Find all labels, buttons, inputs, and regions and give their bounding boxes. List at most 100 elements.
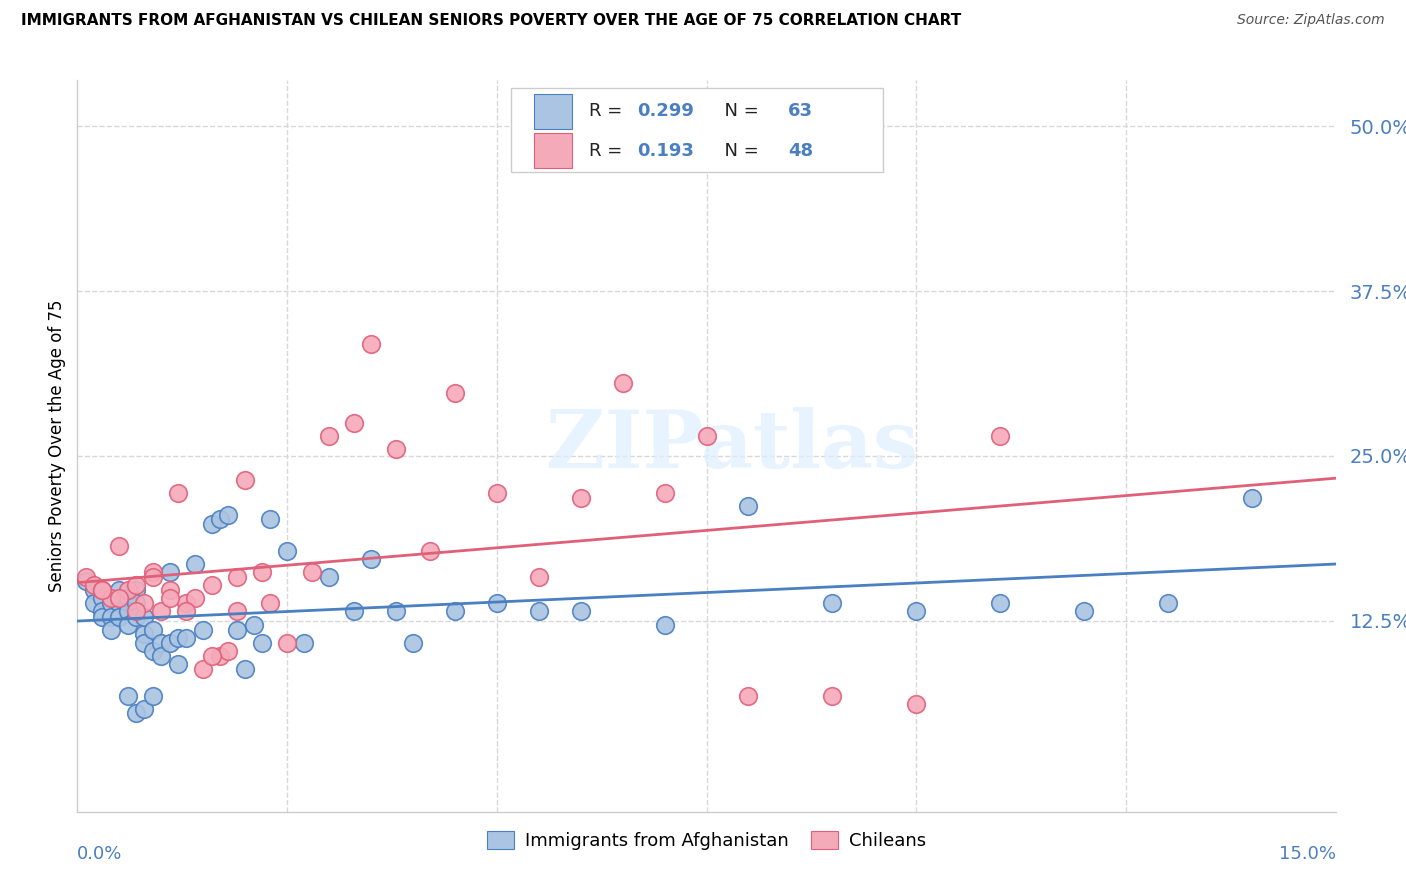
Point — [150, 649, 173, 664]
Point — [134, 627, 156, 641]
Text: 0.299: 0.299 — [637, 103, 695, 120]
Point — [125, 706, 148, 720]
Point — [191, 662, 215, 676]
Point — [654, 617, 676, 632]
Point — [176, 631, 198, 645]
Point — [117, 689, 139, 703]
Point — [821, 689, 844, 703]
Point — [117, 604, 139, 618]
Point — [569, 604, 592, 618]
Point — [696, 429, 718, 443]
Point — [385, 442, 408, 457]
Point — [191, 623, 215, 637]
Point — [292, 636, 315, 650]
FancyBboxPatch shape — [512, 87, 883, 171]
Point — [167, 485, 190, 500]
Point — [905, 604, 928, 618]
Point — [159, 565, 181, 579]
Point — [108, 539, 131, 553]
Point — [276, 636, 298, 650]
Point — [108, 597, 131, 611]
Point — [134, 702, 156, 716]
Point — [100, 597, 122, 611]
Point — [134, 609, 156, 624]
FancyBboxPatch shape — [534, 133, 572, 169]
Text: 48: 48 — [789, 142, 814, 160]
Point — [125, 578, 148, 592]
Point — [91, 591, 114, 606]
Point — [100, 623, 122, 637]
Point — [200, 649, 222, 664]
Point — [360, 336, 382, 351]
Point — [108, 583, 131, 598]
Point — [108, 591, 131, 606]
Point — [419, 543, 441, 558]
Point — [159, 591, 181, 606]
Point — [117, 583, 139, 598]
Point — [527, 604, 550, 618]
Point — [142, 644, 165, 658]
Point — [208, 649, 231, 664]
Point — [142, 565, 165, 579]
Point — [125, 597, 148, 611]
Point — [83, 597, 105, 611]
Text: ZIPatlas: ZIPatlas — [546, 407, 918, 485]
Point — [250, 565, 273, 579]
Point — [200, 578, 222, 592]
Point — [444, 604, 467, 618]
Point — [318, 570, 340, 584]
Point — [1240, 491, 1263, 505]
Point — [83, 578, 105, 592]
Point — [100, 591, 122, 606]
Point — [75, 570, 97, 584]
Point — [737, 689, 759, 703]
Text: 63: 63 — [789, 103, 813, 120]
Y-axis label: Seniors Poverty Over the Age of 75: Seniors Poverty Over the Age of 75 — [48, 300, 66, 592]
Point — [217, 508, 239, 523]
Point — [225, 570, 247, 584]
Point — [108, 609, 131, 624]
Point — [444, 385, 467, 400]
Text: 15.0%: 15.0% — [1278, 845, 1336, 863]
Point — [125, 583, 148, 598]
Point — [91, 583, 114, 598]
Point — [360, 551, 382, 566]
Legend: Immigrants from Afghanistan, Chileans: Immigrants from Afghanistan, Chileans — [479, 823, 934, 857]
Point — [1073, 604, 1095, 618]
Point — [821, 597, 844, 611]
Point — [905, 697, 928, 711]
Point — [485, 597, 508, 611]
Point — [142, 570, 165, 584]
Point — [225, 604, 247, 618]
Point — [737, 499, 759, 513]
Point — [233, 473, 256, 487]
Point — [343, 416, 366, 430]
Point — [208, 512, 231, 526]
Point — [569, 491, 592, 505]
Point — [176, 604, 198, 618]
Point — [117, 617, 139, 632]
Point — [91, 604, 114, 618]
Text: R =: R = — [589, 142, 628, 160]
Point — [142, 623, 165, 637]
Point — [250, 636, 273, 650]
Text: N =: N = — [713, 103, 765, 120]
Point — [385, 604, 408, 618]
Point — [318, 429, 340, 443]
Point — [100, 609, 122, 624]
Text: 0.0%: 0.0% — [77, 845, 122, 863]
Point — [91, 583, 114, 598]
Point — [343, 604, 366, 618]
Point — [125, 604, 148, 618]
Point — [176, 597, 198, 611]
Point — [276, 543, 298, 558]
Point — [527, 570, 550, 584]
Point — [654, 485, 676, 500]
Point — [259, 597, 281, 611]
Point — [233, 662, 256, 676]
Point — [167, 657, 190, 672]
Point — [1157, 597, 1180, 611]
Point — [200, 517, 222, 532]
Point — [301, 565, 323, 579]
Point — [217, 644, 239, 658]
